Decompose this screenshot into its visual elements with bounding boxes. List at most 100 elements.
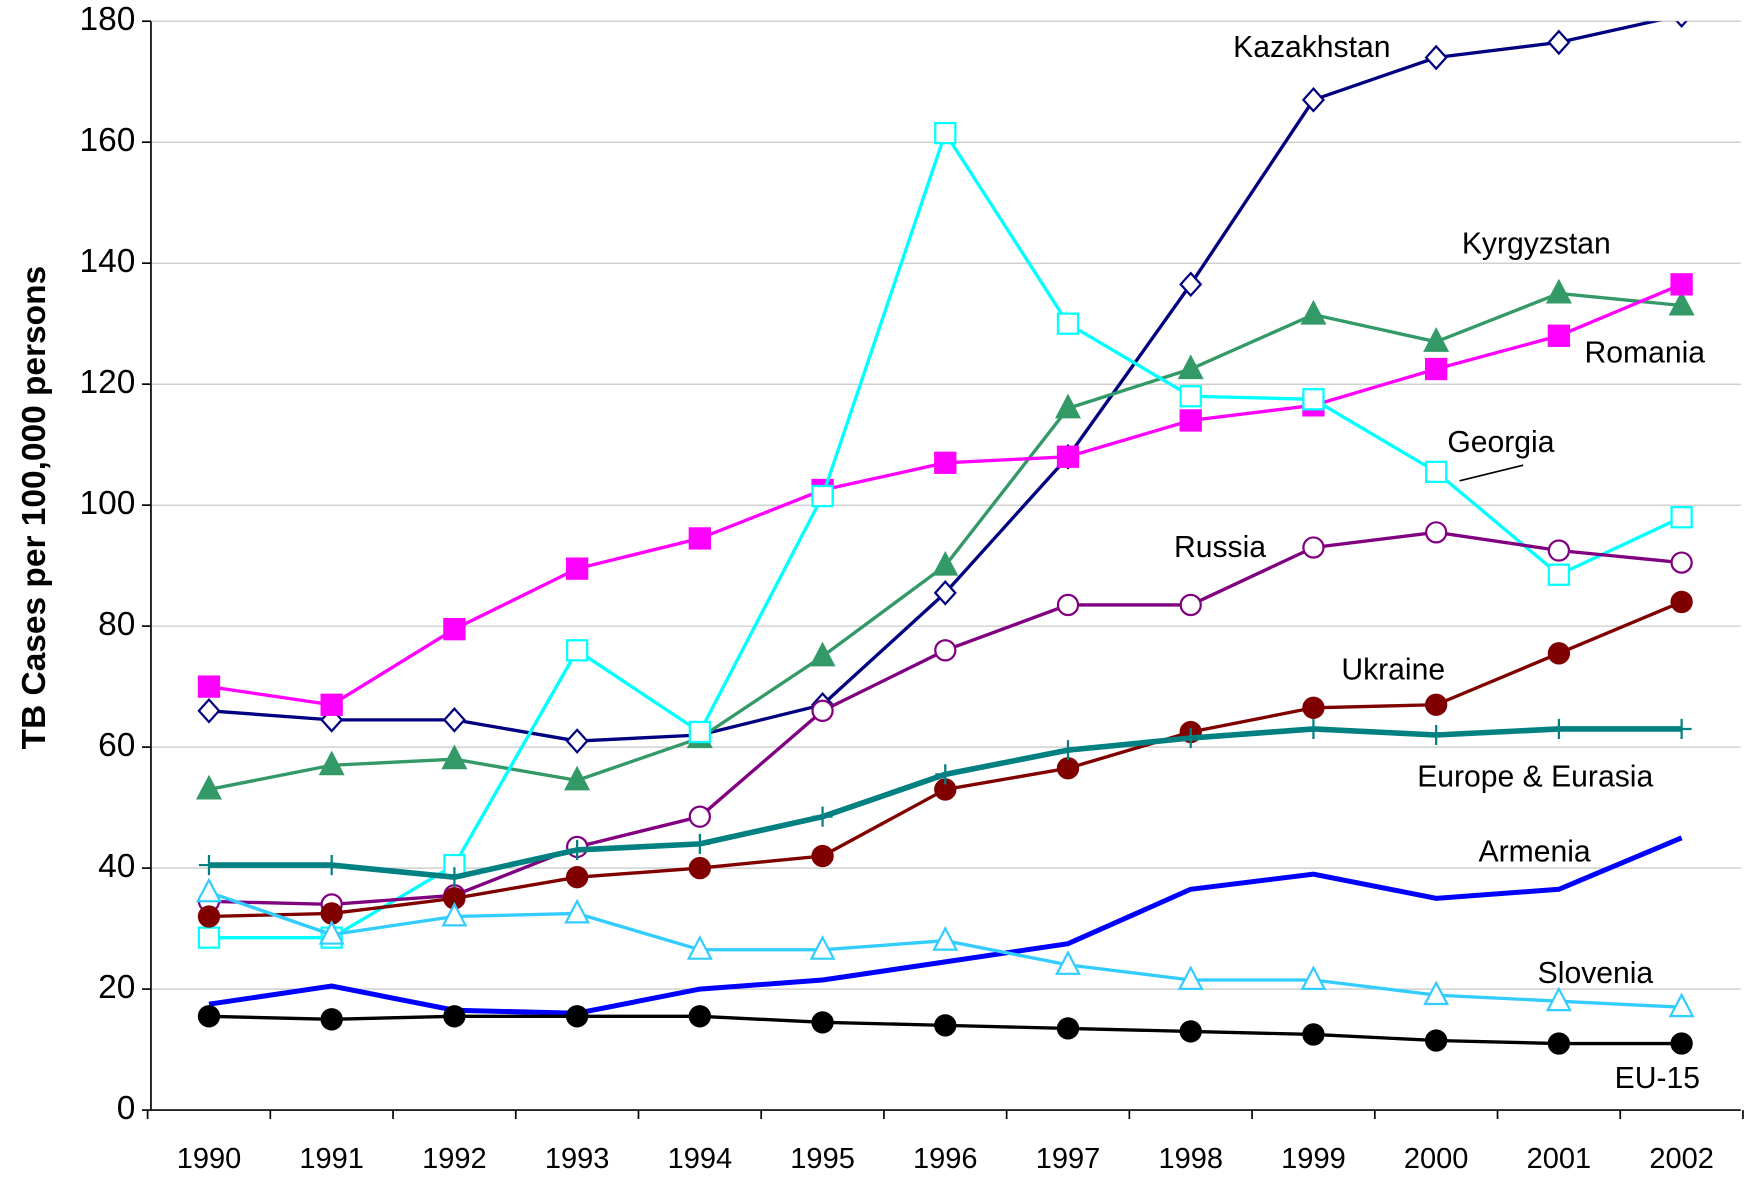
marker (1179, 271, 1203, 298)
marker (688, 720, 712, 744)
marker (195, 877, 222, 903)
marker (688, 527, 712, 550)
marker (1056, 593, 1080, 617)
marker (1545, 278, 1572, 304)
marker (321, 855, 342, 876)
marker (933, 580, 957, 606)
marker (1180, 727, 1201, 749)
y-tick-label: 80 (98, 606, 135, 643)
x-tick-label: 2002 (1649, 1143, 1714, 1175)
x-tick-label: 1991 (299, 1143, 364, 1175)
marker (1425, 460, 1448, 484)
marker (811, 1011, 834, 1034)
marker (1057, 740, 1079, 761)
marker (565, 866, 589, 889)
marker (1545, 986, 1572, 1012)
marker (1547, 539, 1571, 562)
series-label: Georgia (1447, 426, 1554, 459)
x-tick-label: 1992 (422, 1143, 487, 1175)
marker (1668, 992, 1695, 1018)
y-tick-label: 40 (98, 848, 135, 885)
marker (1300, 299, 1327, 325)
x-tick-label: 1990 (177, 1143, 242, 1175)
marker (565, 639, 589, 662)
marker (198, 855, 220, 876)
marker (443, 1005, 466, 1028)
marker (1055, 393, 1082, 419)
marker (934, 1014, 957, 1037)
x-tick-label: 1993 (545, 1143, 610, 1175)
marker (1670, 551, 1693, 574)
marker (1056, 312, 1080, 335)
x-tick-label: 2000 (1404, 1143, 1469, 1175)
y-tick-label: 180 (80, 1, 136, 38)
marker (1671, 718, 1692, 739)
marker (1302, 696, 1325, 719)
marker (1423, 980, 1450, 1006)
marker (1179, 385, 1202, 408)
x-tick-label: 1997 (1036, 1143, 1101, 1175)
marker (689, 833, 710, 854)
marker (688, 805, 712, 828)
series-label: Slovenia (1538, 957, 1654, 990)
marker (688, 856, 712, 880)
marker (443, 617, 466, 641)
marker (688, 1005, 712, 1028)
marker (1668, 290, 1695, 316)
marker (567, 839, 588, 860)
marker (1302, 388, 1325, 411)
marker (1303, 718, 1324, 739)
marker (1425, 521, 1448, 544)
marker (1425, 357, 1448, 381)
x-tick-label: 1996 (913, 1143, 978, 1175)
marker (1177, 354, 1204, 380)
marker (811, 844, 834, 868)
marker (320, 1008, 343, 1031)
series-label: Ukraine (1341, 654, 1445, 687)
marker (1301, 87, 1325, 113)
marker (932, 926, 959, 951)
y-tick-label: 160 (80, 122, 136, 159)
marker (1424, 44, 1448, 71)
series-label: Kyrgyzstan (1462, 227, 1611, 260)
y-tick-label: 120 (80, 364, 136, 401)
marker (1302, 536, 1325, 559)
marker (565, 1005, 589, 1028)
marker (197, 926, 221, 949)
series-label: Romania (1585, 337, 1706, 370)
series-line (208, 835, 1683, 1016)
marker (1055, 950, 1082, 975)
marker (1056, 445, 1080, 468)
marker (1300, 965, 1327, 991)
marker (809, 641, 836, 667)
marker (1547, 563, 1571, 586)
marker (564, 898, 591, 924)
marker (1675, 21, 1688, 28)
marker (564, 765, 591, 791)
marker (1548, 718, 1569, 739)
marker (1547, 29, 1571, 56)
marker (934, 639, 957, 662)
series-label: Kazakhstan (1233, 31, 1390, 64)
marker (1547, 642, 1571, 665)
marker (811, 484, 834, 508)
y-tick-label: 0 (117, 1090, 136, 1127)
leader-line (1459, 464, 1524, 482)
marker (1426, 724, 1447, 746)
marker (197, 697, 221, 724)
marker (1670, 590, 1693, 614)
marker (1179, 593, 1202, 617)
series-label: Armenia (1479, 835, 1591, 868)
marker (442, 707, 466, 733)
x-tick-label: 1994 (668, 1143, 733, 1175)
series-label: Europe & Eurasia (1417, 761, 1653, 794)
y-axis-label: TB Cases per 100,000 persons (16, 266, 53, 749)
marker (318, 750, 345, 776)
marker (1547, 324, 1571, 347)
marker (318, 919, 345, 945)
marker (935, 764, 956, 785)
marker (197, 1005, 221, 1028)
marker (197, 675, 221, 698)
marker (565, 557, 589, 580)
